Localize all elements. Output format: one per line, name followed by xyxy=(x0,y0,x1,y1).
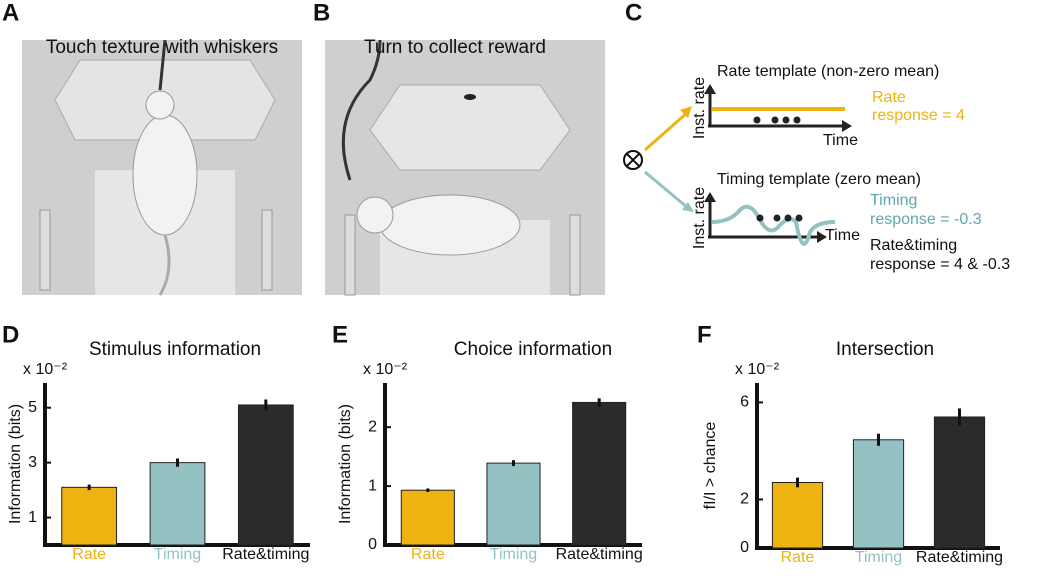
x-tick-label: Rate&timing xyxy=(916,549,1003,566)
axis-label: Inst. rate xyxy=(691,187,708,249)
panel-label: B xyxy=(313,0,330,26)
chart-title: Choice information xyxy=(454,339,612,360)
template-title: Rate template (non-zero mean) xyxy=(717,63,939,80)
response-value: response = 4 xyxy=(872,107,965,124)
x-tick-label: Rate&timing xyxy=(222,546,309,563)
y-tick-label: 1 xyxy=(28,509,37,526)
panel-label: E xyxy=(332,321,348,348)
bar xyxy=(61,486,118,546)
axis-label: Inst. rate xyxy=(691,77,708,139)
bar xyxy=(852,439,905,549)
scale-label: x 10⁻² xyxy=(735,361,780,378)
axis-label: Time xyxy=(823,132,858,149)
bar xyxy=(771,481,824,549)
x-tick-label: Timing xyxy=(154,546,201,563)
y-tick-label: 5 xyxy=(28,399,37,416)
timing-template xyxy=(704,192,836,246)
bar xyxy=(933,416,986,549)
y-tick-label: 0 xyxy=(368,536,377,553)
arrow-head xyxy=(682,202,694,212)
y-tick-label: 1 xyxy=(368,477,377,494)
y-axis-label: Information (bits) xyxy=(337,404,354,524)
x-tick-label: Rate&timing xyxy=(556,546,643,563)
caption: Touch texture with whiskers xyxy=(46,37,278,58)
arrow xyxy=(644,110,689,152)
response-value: response = 4 & -0.3 xyxy=(870,256,1010,273)
x-tick-label: Rate xyxy=(781,549,815,566)
caption: Turn to collect reward xyxy=(364,37,546,58)
scale-label: x 10⁻² xyxy=(23,361,68,378)
response-name: Rate&timing xyxy=(870,237,957,254)
panel-label: F xyxy=(697,321,712,348)
y-tick-label: 3 xyxy=(28,454,37,471)
bar xyxy=(149,462,206,546)
convolve-symbol xyxy=(623,150,643,170)
panel-label: A xyxy=(2,0,19,26)
y-tick-label: 2 xyxy=(368,418,377,435)
chart-title: Intersection xyxy=(836,339,934,360)
template-title: Timing template (zero mean) xyxy=(717,171,921,188)
chart-title: Stimulus information xyxy=(89,339,261,360)
photo-b xyxy=(325,39,605,296)
y-axis-label: fI/I > chance xyxy=(702,422,719,510)
response-name: Rate xyxy=(872,89,906,106)
y-tick-label: 2 xyxy=(740,491,749,508)
scale-label: x 10⁻² xyxy=(363,361,408,378)
y-tick-label: 0 xyxy=(740,539,749,556)
bar xyxy=(486,462,541,546)
y-tick-label: 6 xyxy=(740,394,749,411)
response-name: Timing xyxy=(870,192,917,209)
x-tick-label: Timing xyxy=(490,546,537,563)
photo-a xyxy=(22,39,302,296)
bar xyxy=(400,489,455,546)
panel-label: D xyxy=(2,321,19,348)
x-tick-label: Rate xyxy=(411,546,445,563)
bar xyxy=(237,404,294,546)
y-axis-label: Information (bits) xyxy=(7,404,24,524)
arrow xyxy=(644,170,689,210)
x-tick-label: Rate xyxy=(72,546,106,563)
panel-label: C xyxy=(625,0,642,26)
response-value: response = -0.3 xyxy=(870,211,982,228)
x-tick-label: Timing xyxy=(855,549,902,566)
arrow-head xyxy=(680,106,692,118)
axis-label: Time xyxy=(825,227,860,244)
bar xyxy=(572,401,627,546)
rate-template xyxy=(704,84,852,132)
